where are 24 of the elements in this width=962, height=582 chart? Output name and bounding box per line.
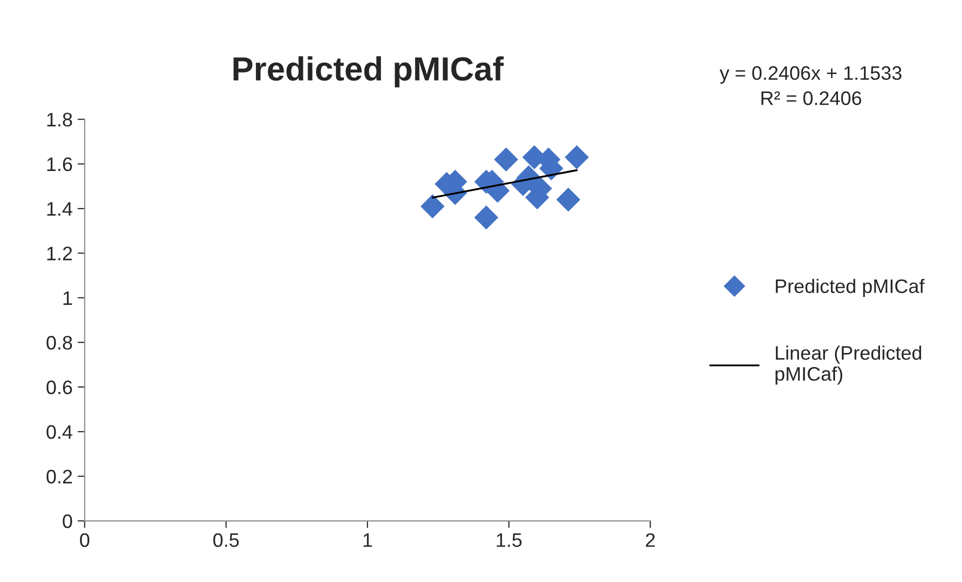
y-tick-label: 0.6	[46, 380, 72, 394]
x-tick-label: 2	[646, 533, 655, 547]
y-tick-label: 1.8	[47, 112, 72, 127]
x-tick-label: 0.5	[213, 533, 239, 547]
point	[420, 194, 445, 218]
y-tick-label: 1.6	[47, 157, 72, 172]
x-tick-label: 1	[364, 533, 372, 547]
y-tick-label: 1.2	[47, 246, 72, 260]
legend-label: Predicted pMICaf	[776, 278, 925, 297]
y-tick-label: 0.4	[46, 425, 72, 439]
text: y = 0.2406x + 1.1533 R² = 0.2406	[720, 66, 902, 106]
point	[474, 205, 498, 230]
y-tick-label: 0	[62, 514, 72, 528]
chart-title: Predicted pMICaf	[234, 56, 504, 88]
y-tick-label: 1.4	[47, 202, 72, 216]
y-tick-label: 0.2	[46, 470, 72, 484]
x-tick-label: 0	[80, 533, 90, 547]
point	[556, 188, 580, 212]
legend-label: Linear (Predicted pMICaf)	[776, 346, 922, 385]
y-tick-label: 1	[64, 291, 72, 305]
point	[564, 145, 589, 170]
point	[494, 147, 518, 172]
x-tick-label: 1.5	[496, 533, 522, 547]
y-tick-label: 0.8	[46, 336, 72, 350]
